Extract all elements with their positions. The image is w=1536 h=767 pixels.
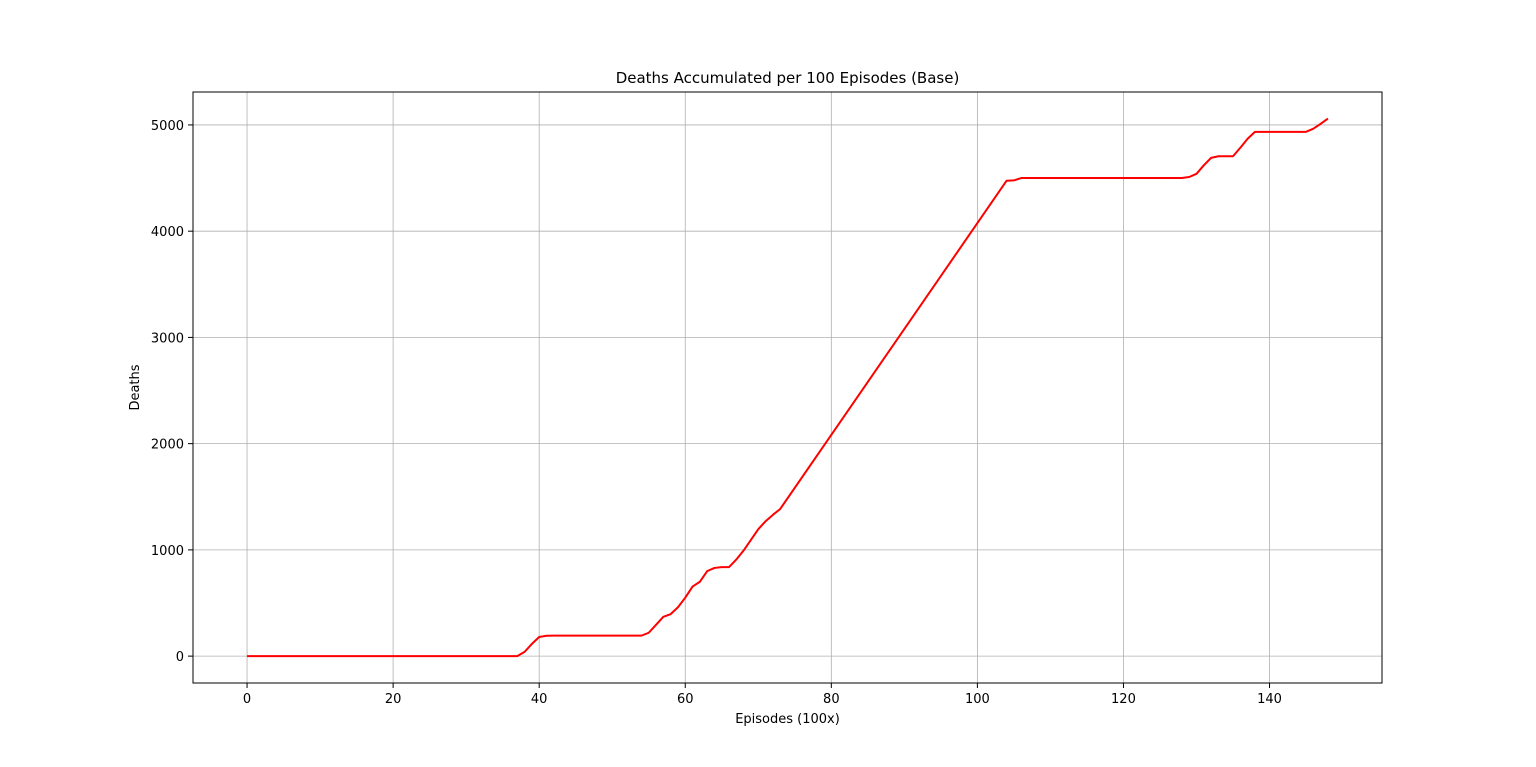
x-axis-label: Episodes (100x) xyxy=(735,712,840,727)
y-tick-label: 4000 xyxy=(151,225,184,240)
x-axis-ticks: 0 20 40 60 80 100 120 140 xyxy=(243,683,1282,707)
x-tick-label: 100 xyxy=(965,692,990,707)
series-layer xyxy=(247,117,1329,658)
y-tick-label: 0 xyxy=(176,650,184,665)
x-tick-label: 20 xyxy=(385,692,402,707)
y-tick-label: 5000 xyxy=(151,119,184,134)
y-tick-label: 2000 xyxy=(151,438,184,453)
chart-title: Deaths Accumulated per 100 Episodes (Bas… xyxy=(616,69,960,87)
grid-lines xyxy=(193,92,1382,683)
y-axis-ticks: 0 1000 2000 3000 4000 5000 xyxy=(151,119,193,665)
y-tick-label: 1000 xyxy=(151,544,184,559)
x-tick-label: 120 xyxy=(1111,692,1136,707)
y-axis-label: Deaths xyxy=(128,364,143,410)
x-tick-label: 60 xyxy=(677,692,694,707)
plot-frame xyxy=(192,91,1383,684)
series-line-0 xyxy=(247,117,1329,658)
x-tick-label: 40 xyxy=(531,692,548,707)
x-tick-label: 80 xyxy=(823,692,840,707)
x-tick-label: 140 xyxy=(1257,692,1282,707)
x-tick-label: 0 xyxy=(243,692,251,707)
y-tick-label: 3000 xyxy=(151,331,184,346)
